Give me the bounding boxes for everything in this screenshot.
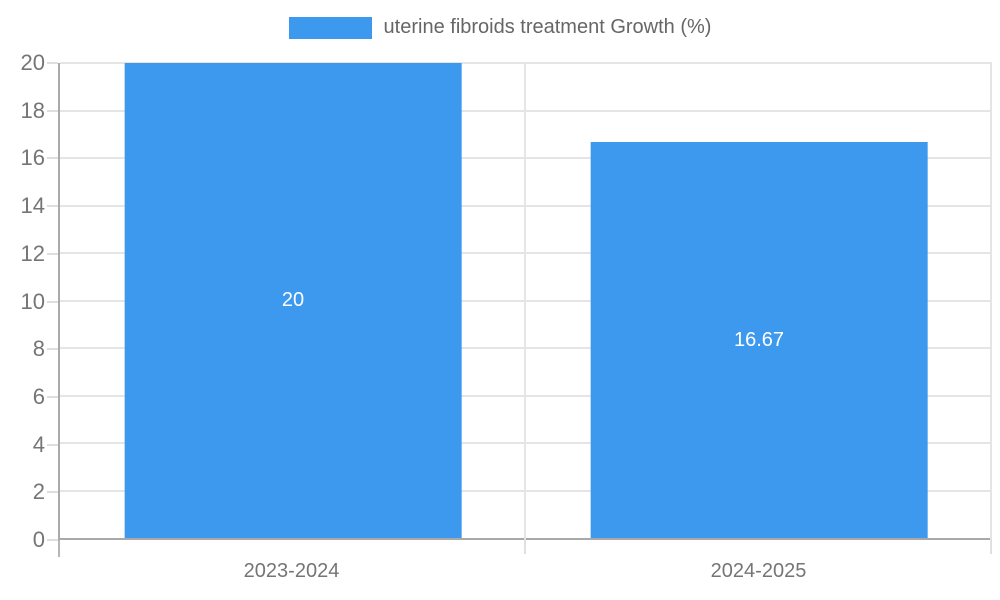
gridline-horizontal (60, 442, 992, 444)
gridline-horizontal (60, 157, 992, 159)
y-tick-mark (47, 109, 58, 112)
y-tick-mark (47, 157, 58, 160)
x-tick-mark (990, 538, 992, 554)
plot-area: 20 16.67 (58, 62, 992, 554)
legend-label: uterine fibroids treatment Growth (%) (383, 16, 712, 38)
y-tick-mark (47, 491, 58, 494)
y-tick-label: 10 (20, 288, 45, 314)
gridline-horizontal (60, 109, 992, 112)
gridline-horizontal (60, 252, 992, 254)
y-tick-mark (47, 443, 58, 446)
y-tick-label: 12 (20, 240, 45, 266)
y-tick-label: 2 (32, 479, 45, 505)
legend[interactable]: uterine fibroids treatment Growth (%) (0, 16, 1000, 39)
x-tick-label: 2023-2024 (243, 560, 340, 582)
legend-swatch (288, 16, 372, 39)
bar-2024-2025: 16.67 (590, 142, 928, 538)
gridline-horizontal (60, 62, 992, 64)
y-tick-mark (47, 252, 58, 255)
y-tick-label: 20 (20, 50, 45, 75)
gridline-horizontal (60, 489, 992, 492)
y-tick-label: 6 (32, 383, 45, 409)
y-tick-mark (47, 539, 58, 541)
gridline-vertical (990, 63, 992, 538)
bar-value-label: 16.67 (733, 328, 785, 351)
gridline-horizontal (60, 347, 992, 349)
gridline-horizontal (60, 394, 992, 397)
y-tick-label: 16 (20, 145, 45, 171)
y-axis-line-extension (58, 540, 60, 557)
x-tick-label: 2024-2025 (710, 560, 807, 582)
y-tick-label: 4 (32, 431, 45, 457)
y-tick-mark (47, 395, 58, 398)
y-tick-mark (47, 62, 58, 64)
y-tick-label: 8 (32, 336, 45, 362)
y-tick-label: 18 (20, 97, 45, 123)
y-tick-mark (47, 348, 58, 351)
y-tick-mark (47, 300, 58, 303)
y-tick-mark (47, 205, 58, 208)
y-tick-label: 14 (20, 193, 45, 219)
gridline-horizontal (60, 204, 992, 207)
bar-value-label: 20 (281, 289, 305, 311)
y-tick-label: 0 (32, 527, 45, 552)
bar-2023-2024: 20 (124, 63, 462, 538)
gridline-vertical (524, 63, 526, 538)
x-tick-mark (524, 538, 526, 554)
gridline-horizontal (60, 299, 992, 302)
